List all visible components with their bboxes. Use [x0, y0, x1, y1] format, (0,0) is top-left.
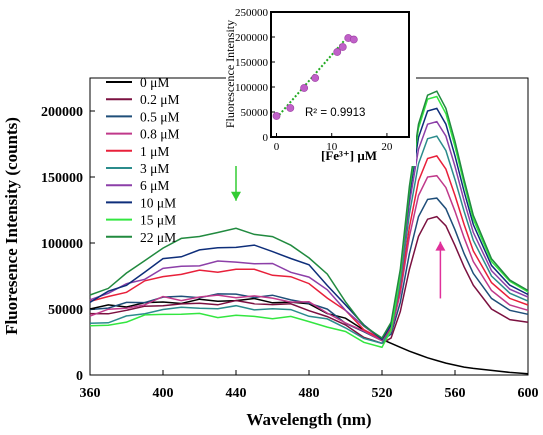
inset-data-point	[300, 84, 309, 92]
legend-label: 10 μM	[140, 195, 176, 210]
series-line-1	[89, 215, 529, 345]
legend-label: 22 μM	[140, 230, 176, 245]
main-axes: 360 400 440 480 520 560 600 0 50000 100000 150000 2…	[41, 105, 539, 401]
y-tick-label: 150000	[41, 171, 83, 186]
inset-y-tick-label: 200000	[235, 32, 269, 44]
inset-data-point	[286, 104, 295, 112]
series-line-3	[89, 174, 529, 342]
legend-label: 0 μM	[140, 75, 169, 90]
x-tick-label: 440	[226, 386, 247, 401]
x-tick-label: 400	[153, 386, 174, 401]
legend-label: 15 μM	[140, 213, 176, 228]
legend: 0 μM 0.2 μM 0.5 μM 0.8 μM 1 μM 3 μM 6 μM 10 μM 1…	[106, 75, 180, 245]
arrow-head-0	[231, 191, 241, 201]
main-chart: 360 400 440 480 520 560 600 0 50000 100000 150000 2…	[2, 75, 539, 429]
legend-label: 0.8 μM	[140, 127, 180, 142]
y-tick-label: 200000	[41, 105, 83, 120]
inset-plot	[272, 34, 358, 120]
x-tick-label: 360	[80, 386, 101, 401]
x-axis-title: Wavelength (nm)	[246, 410, 371, 429]
inset-chart: 0 10 20 0 50000 100000 150000 200000 250000 R² =…	[223, 4, 416, 166]
inset-y-tick-label: 150000	[235, 57, 269, 69]
inset-y-tick-label: 250000	[235, 7, 269, 19]
inset-y-axis-title: Fluorescence Intensity	[223, 20, 237, 128]
series-line-8	[89, 95, 529, 349]
inset-data-point	[333, 48, 342, 56]
x-tick-label: 600	[518, 386, 539, 401]
inset-r2-label: R² = 0.9913	[305, 107, 365, 119]
inset-y-tick-label: 100000	[235, 82, 269, 94]
inset-data-point	[338, 43, 347, 51]
inset-data-point	[311, 74, 320, 82]
inset-plot-frame	[270, 11, 410, 138]
inset-x-axis-title: [Fe³⁺] μM	[321, 148, 377, 163]
inset-data-point	[272, 112, 281, 120]
legend-label: 1 μM	[140, 144, 169, 159]
legend-label: 3 μM	[140, 161, 169, 176]
y-tick-label: 0	[76, 369, 83, 384]
series-line-0	[89, 297, 529, 375]
legend-label: 0.2 μM	[140, 92, 180, 107]
inset-background	[226, 4, 416, 166]
series-line-6	[89, 120, 529, 341]
series-line-4	[89, 155, 529, 341]
x-tick-label: 480	[299, 386, 320, 401]
inset-x-tick-label: 0	[274, 141, 280, 153]
inset-x-tick-label: 10	[326, 141, 338, 153]
main-series-group	[89, 90, 529, 375]
legend-label: 6 μM	[140, 178, 169, 193]
inset-y-tick-label: 0	[263, 132, 269, 144]
x-tick-label: 560	[445, 386, 466, 401]
inset-data-point	[349, 35, 358, 44]
y-tick-label: 50000	[48, 303, 83, 318]
y-tick-label: 100000	[41, 237, 83, 252]
series-line-5	[89, 135, 529, 345]
inset-x-tick-label: 20	[381, 141, 393, 153]
legend-label: 0.5 μM	[140, 109, 180, 124]
arrow-head-1	[435, 241, 446, 251]
inset-axes: 0 10 20 0 50000 100000 150000 200000 250000	[235, 7, 393, 153]
y-axis-title: Fluoresence Intensity (counts)	[2, 117, 21, 335]
x-tick-label: 520	[372, 386, 393, 401]
inset-y-tick-label: 50000	[241, 107, 269, 119]
series-line-9	[89, 90, 529, 340]
